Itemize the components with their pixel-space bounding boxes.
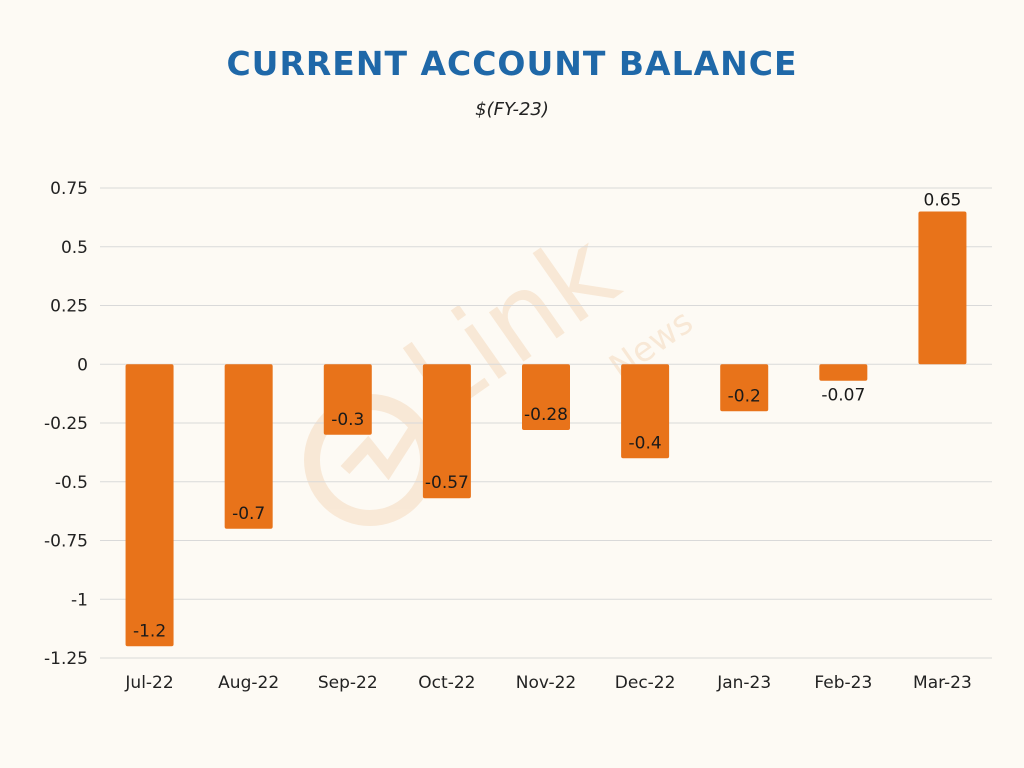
x-tick-label: Jul-22 — [124, 673, 173, 693]
bar — [323, 364, 372, 435]
x-tick-label: Jan-23 — [716, 673, 771, 693]
bar — [422, 364, 471, 499]
bar — [224, 364, 273, 529]
y-tick-label: -0.25 — [44, 414, 88, 434]
y-tick-label: 0.5 — [61, 238, 88, 258]
y-tick-label: 0 — [77, 355, 88, 375]
y-tick-label: -1.25 — [44, 649, 88, 669]
bar — [819, 364, 868, 381]
x-tick-label: Nov-22 — [516, 673, 577, 693]
bar — [621, 364, 670, 459]
watermark-brand: Link — [381, 207, 639, 441]
bar — [720, 364, 769, 412]
y-tick-label: 0.25 — [50, 297, 88, 317]
data-label: -0.4 — [629, 433, 662, 453]
data-labels: -1.2 -0.7 -0.3 -0.57 -0.28 -0.4 -0.2 -0.07 0.65 — [133, 191, 961, 642]
x-axis: Jul-22 Aug-22 Sep-22 Oct-22 Nov-22 Dec-22 Jan-… — [124, 673, 971, 693]
data-label: -1.2 — [133, 621, 166, 641]
bars — [125, 211, 967, 647]
data-label: -0.57 — [425, 473, 469, 493]
bar — [918, 211, 967, 365]
data-label: -0.07 — [821, 386, 865, 406]
x-tick-label: Sep-22 — [318, 673, 378, 693]
data-label: -0.3 — [331, 410, 364, 430]
data-label: -0.2 — [728, 386, 761, 406]
y-tick-label: -1 — [71, 590, 88, 610]
watermark-check-icon — [340, 416, 426, 481]
x-tick-label: Dec-22 — [615, 673, 676, 693]
chart-subtitle: $(FY-23) — [475, 99, 549, 120]
y-tick-label: -0.75 — [44, 532, 88, 552]
bar — [125, 364, 174, 647]
bar — [522, 364, 570, 431]
x-tick-label: Aug-22 — [218, 673, 279, 693]
x-tick-label: Oct-22 — [418, 673, 475, 693]
data-label: 0.65 — [924, 191, 962, 211]
data-label: -0.7 — [232, 504, 265, 524]
x-tick-label: Mar-23 — [913, 673, 972, 693]
watermark-logo: Link News — [304, 207, 700, 526]
y-tick-label: 0.75 — [50, 179, 88, 199]
data-label: -0.28 — [524, 405, 568, 425]
y-tick-label: -0.5 — [55, 473, 88, 493]
y-axis: 0.75 0.5 0.25 0 -0.25 -0.5 -0.75 -1 -1.25 — [44, 179, 88, 669]
x-tick-label: Feb-23 — [814, 673, 872, 693]
chart-title: CURRENT ACCOUNT BALANCE — [226, 44, 798, 83]
